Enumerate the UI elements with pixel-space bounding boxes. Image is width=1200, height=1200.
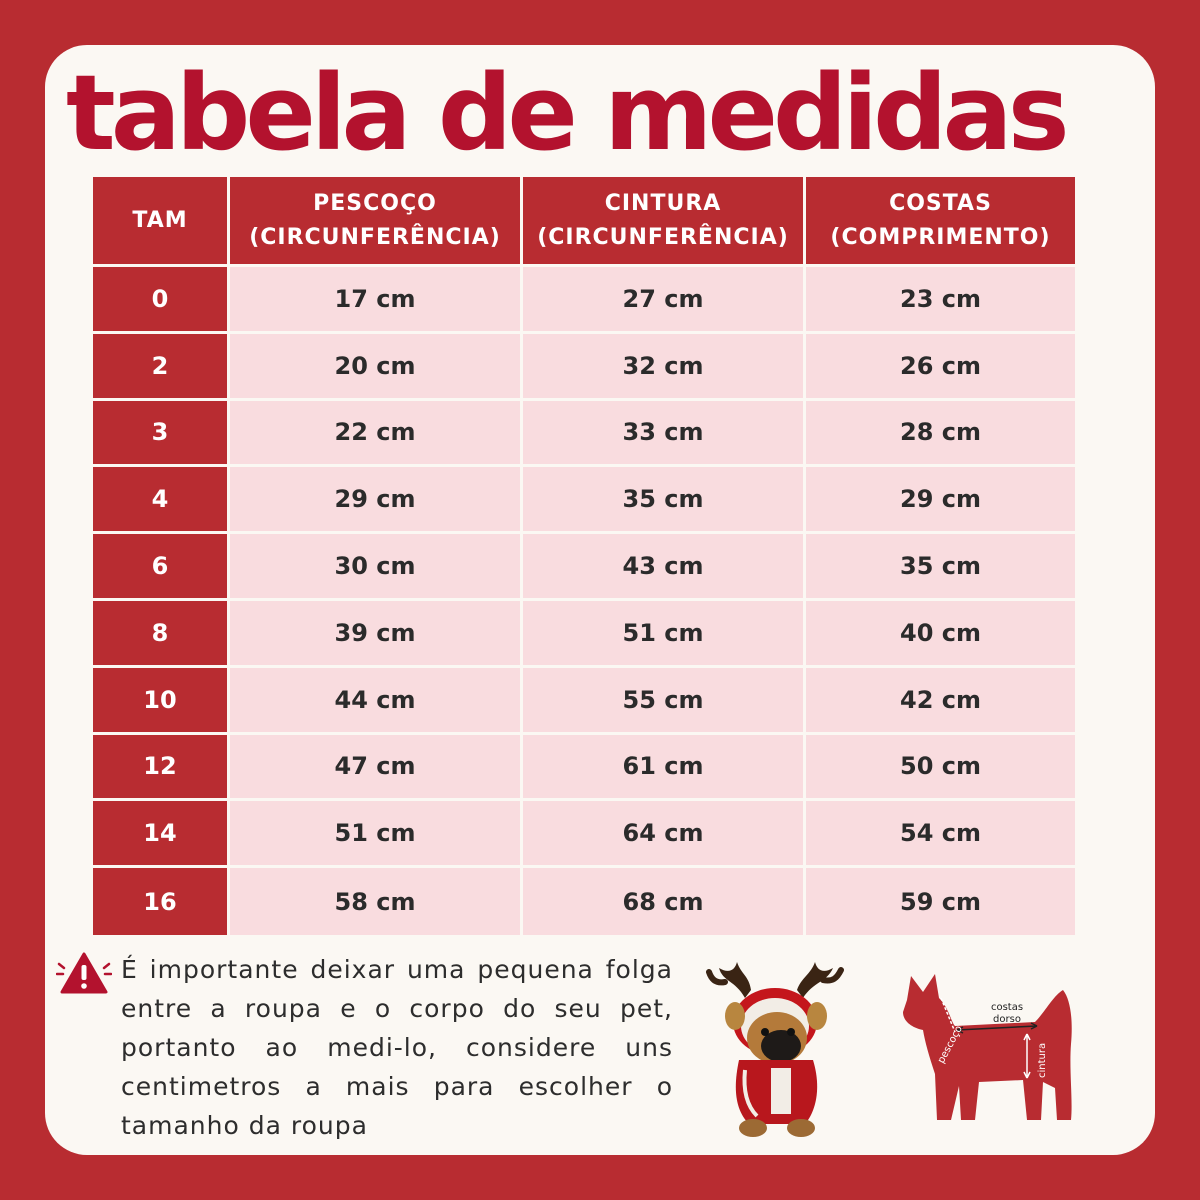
tam-cell: 4 (93, 467, 230, 535)
header-costas-label: COSTAS (889, 190, 992, 216)
table-row: 16 58 cm 68 cm 59 cm (93, 868, 1075, 935)
cintura-cell: 55 cm (523, 667, 806, 735)
table-row: 12 47 cm 61 cm 50 cm (93, 734, 1075, 802)
table-header-row: TAM PESCOÇO (CIRCUNFERÊNCIA) CINTURA (CI… (93, 177, 1075, 267)
header-cintura: CINTURA (CIRCUNFERÊNCIA) (523, 177, 806, 267)
diagram-back-label-2: dorso (993, 1014, 1021, 1025)
table-row: 3 22 cm 33 cm 28 cm (93, 400, 1075, 468)
cintura-cell: 35 cm (523, 467, 806, 535)
tam-cell: 6 (93, 534, 230, 601)
pescoco-cell: 39 cm (230, 600, 523, 668)
cintura-cell: 51 cm (523, 600, 806, 668)
table-row: 0 17 cm 27 cm 23 cm (93, 267, 1075, 334)
costas-cell: 59 cm (806, 868, 1075, 935)
tam-cell: 10 (93, 667, 230, 735)
warning-triangle-icon (56, 952, 112, 994)
costas-cell: 54 cm (806, 801, 1075, 869)
pescoco-cell: 17 cm (230, 267, 523, 334)
sizing-note: É importante deixar uma pequena folga en… (121, 955, 673, 1140)
cintura-cell: 64 cm (523, 801, 806, 869)
costas-cell: 42 cm (806, 667, 1075, 735)
pescoco-cell: 47 cm (230, 734, 523, 802)
table-row: 6 30 cm 43 cm 35 cm (93, 534, 1075, 601)
cintura-cell: 61 cm (523, 734, 806, 802)
table-row: 2 20 cm 32 cm 26 cm (93, 333, 1075, 401)
page-title: tabela de medidas (66, 52, 1070, 174)
cintura-cell: 68 cm (523, 868, 806, 935)
pescoco-cell: 30 cm (230, 534, 523, 601)
table-row: 14 51 cm 64 cm 54 cm (93, 801, 1075, 869)
costas-cell: 40 cm (806, 600, 1075, 668)
header-costas-sub: (COMPRIMENTO) (830, 224, 1051, 250)
header-cintura-label: CINTURA (604, 190, 722, 216)
table-row: 10 44 cm 55 cm 42 cm (93, 667, 1075, 735)
tam-cell: 16 (93, 868, 230, 935)
header-cintura-sub: (CIRCUNFERÊNCIA) (537, 224, 789, 250)
table-row: 4 29 cm 35 cm 29 cm (93, 467, 1075, 535)
cintura-cell: 27 cm (523, 267, 806, 334)
header-costas: COSTAS (COMPRIMENTO) (806, 177, 1075, 267)
costas-cell: 29 cm (806, 467, 1075, 535)
tam-cell: 3 (93, 400, 230, 468)
costas-cell: 50 cm (806, 734, 1075, 802)
costas-cell: 35 cm (806, 534, 1075, 601)
header-tam: TAM (93, 177, 230, 267)
dog-measurement-silhouette: costas dorso pescoço cintura (903, 974, 1072, 1120)
header-pescoco-label: PESCOÇO (313, 190, 437, 216)
costas-cell: 28 cm (806, 400, 1075, 468)
pescoco-cell: 22 cm (230, 400, 523, 468)
tam-cell: 8 (93, 600, 230, 668)
header-pescoco-sub: (CIRCUNFERÊNCIA) (249, 224, 501, 250)
pescoco-cell: 58 cm (230, 868, 523, 935)
diagram-waist-label: cintura (1037, 1043, 1048, 1078)
pescoco-cell: 20 cm (230, 333, 523, 401)
header-pescoco: PESCOÇO (CIRCUNFERÊNCIA) (230, 177, 523, 267)
tam-cell: 12 (93, 734, 230, 802)
costas-cell: 26 cm (806, 333, 1075, 401)
table-row: 8 39 cm 51 cm 40 cm (93, 600, 1075, 668)
tam-cell: 2 (93, 333, 230, 401)
cintura-cell: 33 cm (523, 400, 806, 468)
reindeer-plush-dog-photo (706, 962, 844, 1137)
diagram-back-label-1: costas (991, 1002, 1023, 1013)
pescoco-cell: 51 cm (230, 801, 523, 869)
tam-cell: 0 (93, 267, 230, 334)
cintura-cell: 43 cm (523, 534, 806, 601)
cintura-cell: 32 cm (523, 333, 806, 401)
pescoco-cell: 29 cm (230, 467, 523, 535)
tam-cell: 14 (93, 801, 230, 869)
pescoco-cell: 44 cm (230, 667, 523, 735)
size-table: TAM PESCOÇO (CIRCUNFERÊNCIA) CINTURA (CI… (93, 177, 1075, 935)
costas-cell: 23 cm (806, 267, 1075, 334)
